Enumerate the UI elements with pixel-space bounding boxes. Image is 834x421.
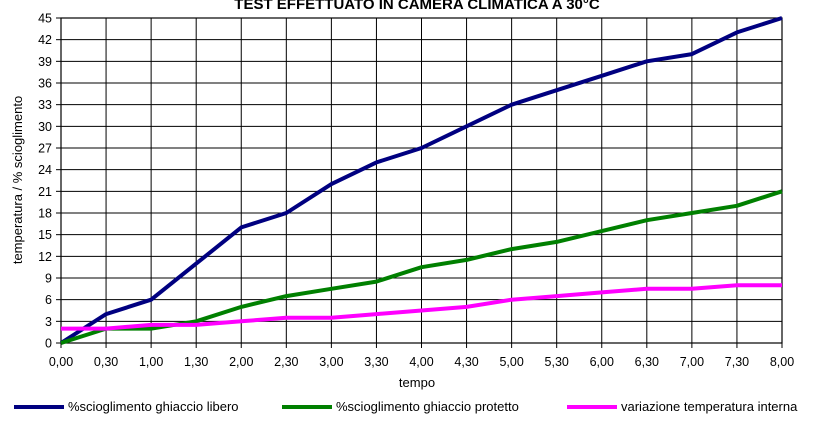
legend-label: variazione temperatura interna: [621, 399, 798, 414]
series-lines: [59, 16, 783, 345]
x-tick-label: 6,30: [635, 355, 659, 369]
x-tick-label: 5,00: [499, 355, 523, 369]
y-tick-label: 30: [38, 120, 52, 134]
y-tick-label: 27: [38, 142, 52, 156]
grid: [56, 17, 783, 348]
y-tick-label: 3: [45, 315, 52, 329]
y-tick-label: 42: [38, 33, 52, 47]
legend-label: %scioglimento ghiaccio libero: [68, 399, 239, 414]
y-axis-label: temperatura / % scioglimento: [10, 96, 25, 264]
y-tick-label: 24: [38, 163, 52, 177]
x-axis-label: tempo: [399, 375, 435, 390]
y-tick-label: 9: [45, 272, 52, 286]
x-tick-labels: 0,00 0,30 1,00 1,30 2,00 2,30 3,00 3,30 4,00 4,30…: [49, 355, 794, 369]
x-tick-label: 3,00: [319, 355, 343, 369]
x-tick-label: 6,00: [590, 355, 614, 369]
legend-label: %scioglimento ghiaccio protetto: [336, 399, 519, 414]
x-tick-label: 0,30: [94, 355, 118, 369]
x-tick-label: 2,00: [229, 355, 253, 369]
x-tick-label: 4,00: [409, 355, 433, 369]
x-tick-label: 8,00: [770, 355, 794, 369]
y-tick-label: 12: [38, 250, 52, 264]
x-tick-label: 2,30: [274, 355, 298, 369]
y-tick-label: 36: [38, 77, 52, 91]
x-tick-label: 7,30: [725, 355, 749, 369]
legend: %scioglimento ghiaccio libero %scioglimen…: [14, 399, 798, 414]
x-tick-label: 5,30: [545, 355, 569, 369]
y-tick-label: 6: [45, 293, 52, 307]
y-tick-label: 18: [38, 207, 52, 221]
y-tick-label: 45: [38, 12, 52, 26]
series-line-3: [61, 283, 782, 331]
y-tick-label: 0: [45, 337, 52, 351]
y-tick-label: 21: [38, 185, 52, 199]
x-tick-label: 1,00: [139, 355, 163, 369]
series-line-1: [59, 16, 783, 345]
x-tick-label: 1,30: [184, 355, 208, 369]
y-tick-label: 39: [38, 55, 52, 69]
chart-title: TEST EFFETTUATO IN CAMERA CLIMATICA A 30…: [234, 0, 600, 13]
x-tick-label: 3,30: [364, 355, 388, 369]
x-tick-label: 0,00: [49, 355, 73, 369]
y-tick-label: 15: [38, 228, 52, 242]
y-tick-label: 33: [38, 98, 52, 112]
x-tick-label: 7,00: [680, 355, 704, 369]
x-tick-label: 4,30: [454, 355, 478, 369]
